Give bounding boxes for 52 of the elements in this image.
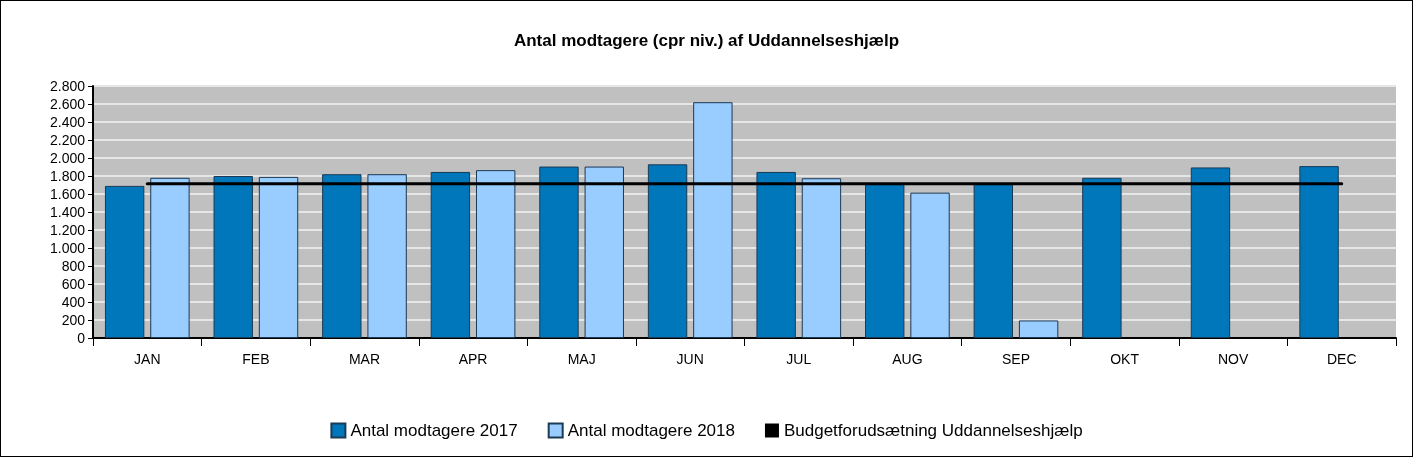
x-tick-label: FEB (242, 351, 270, 367)
bar (322, 174, 362, 338)
y-tick-label: 800 (61, 258, 86, 274)
bar (1018, 320, 1059, 338)
x-tick-label: JUN (676, 351, 704, 367)
x-tick-label: APR (458, 351, 488, 367)
y-tick-label: 2.000 (49, 150, 86, 166)
legend-label: Antal modtagere 2018 (567, 421, 735, 440)
y-tick-label: 2.400 (49, 114, 86, 130)
y-tick-label: 2.600 (49, 96, 86, 112)
y-tick-label: 200 (61, 312, 86, 328)
x-tick-label: DEC (1326, 351, 1357, 367)
chart-title: Antal modtagere (cpr niv.) af Uddannelseshjælp (513, 31, 900, 50)
bar (1082, 177, 1122, 338)
x-tick-label: MAR (348, 351, 381, 367)
x-tick-label: OKT (1110, 351, 1140, 367)
y-tick-label: 600 (61, 276, 86, 292)
x-tick-label: MAJ (567, 351, 596, 367)
bar (367, 174, 407, 338)
bar (865, 184, 905, 338)
y-tick-label: 1.800 (49, 168, 86, 184)
y-tick-label: 2.800 (49, 78, 86, 94)
bar (584, 166, 624, 338)
legend-label: Antal modtagere 2017 (350, 421, 518, 440)
bar (150, 177, 190, 338)
bar (973, 184, 1013, 338)
bar (430, 171, 471, 338)
bar (910, 192, 950, 338)
bar (693, 102, 733, 338)
bar (756, 171, 796, 338)
x-tick-label: JAN (134, 351, 161, 367)
y-tick-label: 400 (61, 294, 86, 310)
bar (1190, 167, 1231, 338)
x-tick-label: AUG (892, 351, 923, 367)
y-tick-label: 1.200 (49, 222, 86, 238)
y-tick-label: 2.200 (49, 132, 86, 148)
bar (258, 176, 299, 338)
x-tick-label: JUL (786, 351, 812, 367)
bar (539, 166, 579, 338)
bar (1299, 166, 1339, 338)
bar (104, 185, 145, 338)
y-tick-label: 1.400 (49, 204, 86, 220)
bar (476, 170, 516, 338)
bar (647, 164, 688, 338)
bar (801, 178, 842, 338)
x-tick-label: NOV (1217, 351, 1249, 367)
legend-label: Budgetforudsætning Uddannelseshjælp (783, 421, 1083, 440)
y-tick-label: 0 (77, 330, 86, 346)
bar (213, 176, 253, 338)
x-tick-label: SEP (1001, 351, 1030, 367)
y-tick-label: 1.000 (49, 240, 86, 256)
y-tick-label: 1.600 (49, 186, 86, 202)
